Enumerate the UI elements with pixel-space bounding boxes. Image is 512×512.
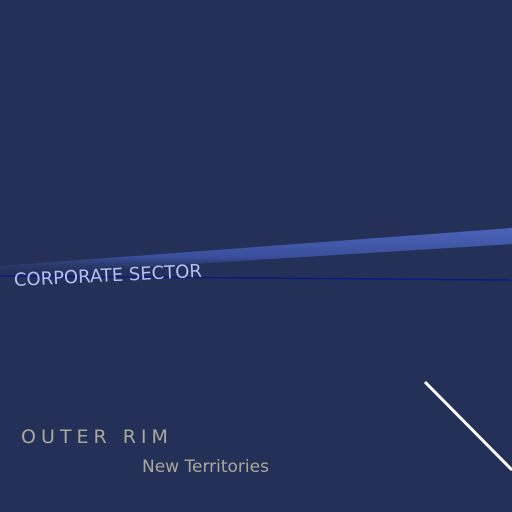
corporate-sector-boundary	[0, 275, 512, 281]
corporate-sector-band	[0, 228, 512, 276]
outer-rim-label: OUTER RIM	[21, 426, 173, 448]
hyperlane-route	[423, 380, 512, 472]
new-territories-label: New Territories	[142, 457, 269, 477]
